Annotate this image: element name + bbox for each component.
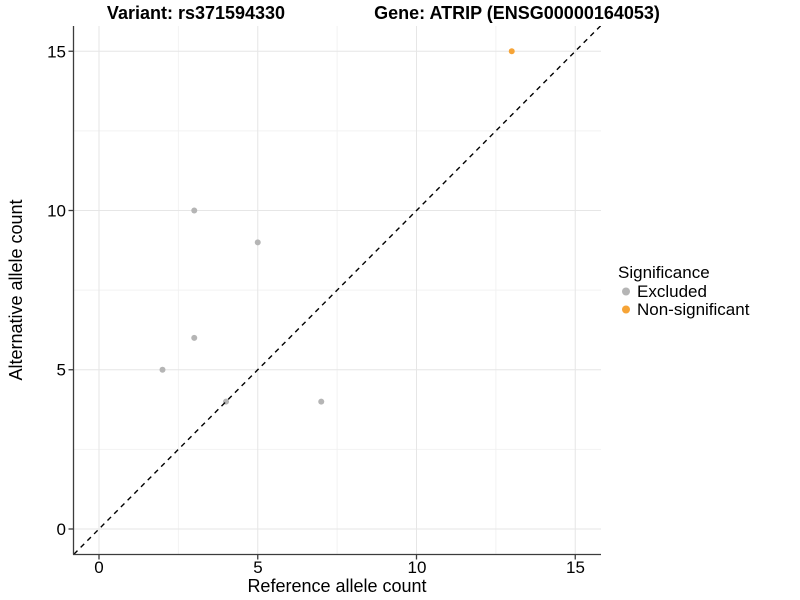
x-tick-label-0: 0 (94, 558, 103, 577)
y-tick-label-15: 15 (47, 43, 66, 62)
legend-label-non-significant: Non-significant (637, 300, 750, 319)
legend: Significance Excluded Non-significant (618, 263, 750, 319)
variant-title: Variant: rs371594330 (106, 3, 286, 23)
x-axis-title: Reference allele count (247, 576, 426, 596)
x-tick-label-5: 5 (253, 558, 262, 577)
legend-dot-non-significant (622, 305, 630, 314)
legend-title: Significance (618, 263, 710, 282)
identity-line (74, 26, 601, 554)
y-tick-label-0: 0 (57, 520, 66, 539)
gene-title: Gene: ATRIP (ENSG00000164053) (374, 3, 660, 23)
x-tick-label-15: 15 (566, 558, 585, 577)
data-point-layer (159, 48, 515, 405)
data-point-excluded (191, 207, 198, 214)
data-point-non-significant (508, 48, 515, 55)
data-point-excluded (159, 366, 166, 373)
y-tick-label-5: 5 (57, 361, 66, 380)
y-tick-label-10: 10 (47, 202, 66, 221)
axis-layer (68, 26, 601, 560)
data-point-excluded (254, 239, 261, 246)
y-axis-title: Alternative allele count (6, 199, 26, 380)
legend-label-excluded: Excluded (637, 282, 707, 301)
data-point-excluded (318, 398, 325, 405)
data-point-excluded (191, 334, 198, 341)
x-tick-label-10: 10 (408, 558, 427, 577)
identity-line-layer (74, 26, 601, 554)
legend-dot-excluded (622, 287, 630, 296)
